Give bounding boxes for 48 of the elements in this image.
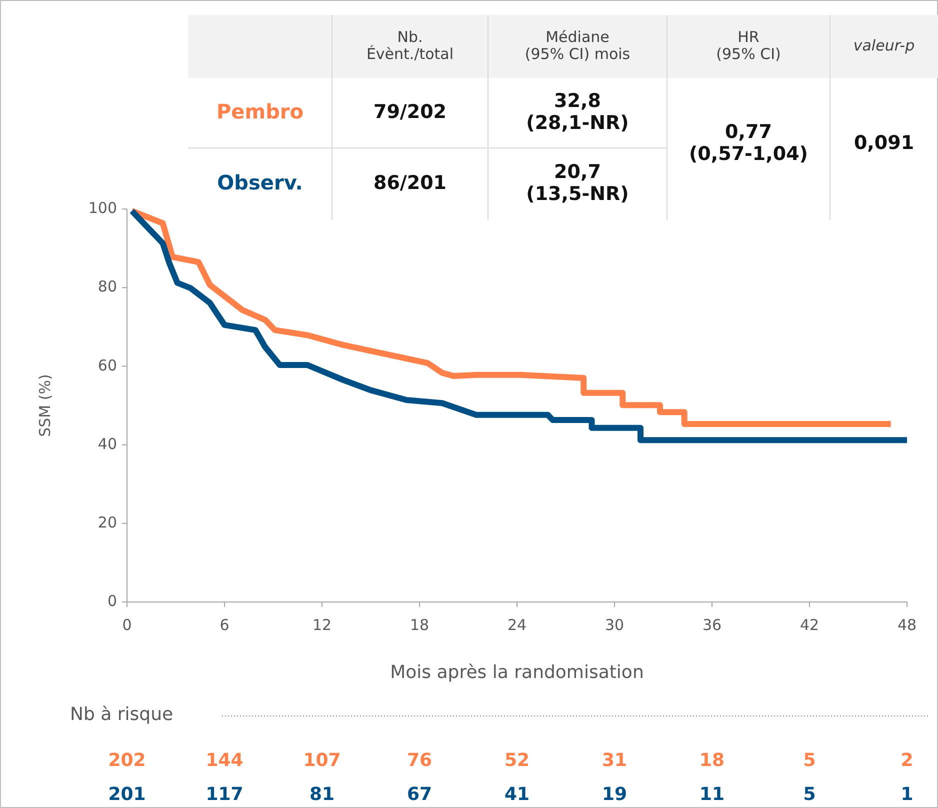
text: 117: [206, 784, 244, 805]
x-tick-label: 48: [897, 616, 917, 634]
text: 52: [504, 750, 530, 771]
text: 81: [309, 784, 335, 805]
text: 11: [699, 784, 725, 805]
text: 107: [303, 750, 341, 771]
x-tick-label: 0: [122, 616, 132, 634]
text: 144: [206, 750, 244, 771]
text: 67: [406, 784, 432, 805]
text: 5: [803, 750, 816, 771]
y-axis-title: SSM (%): [36, 374, 54, 437]
y-tick-label: 0: [107, 592, 117, 610]
y-tick-label: 20: [98, 513, 117, 532]
x-tick-label: 36: [702, 616, 722, 634]
text: 0,091: [854, 132, 914, 154]
text: 79/202: [373, 101, 447, 124]
x-tick-label: 24: [507, 616, 527, 634]
text: 18: [699, 750, 725, 771]
x-tick-label: 6: [220, 616, 230, 634]
y-tick-label: 60: [98, 356, 117, 374]
text: 20,7 (13,5-NR): [526, 161, 629, 206]
text: 31: [602, 750, 628, 771]
text: 19: [602, 784, 628, 805]
text: Observ.: [217, 170, 303, 194]
x-tick-label: 30: [604, 616, 624, 634]
x-axis-title: Mois après la randomisation: [390, 662, 644, 683]
text: 2: [900, 750, 914, 771]
text: 0,77 (0,57-1,04): [688, 121, 808, 166]
text: 202: [108, 750, 146, 771]
text: 76: [406, 750, 432, 771]
text: 41: [504, 784, 530, 805]
text: 86/201: [373, 172, 447, 194]
text: valeur-p: [853, 36, 915, 55]
text: Nb à risque: [70, 704, 174, 725]
text: 5: [803, 784, 816, 805]
text: 201: [108, 784, 146, 805]
text: Médiane (95% CI) mois: [524, 28, 630, 64]
x-tick-label: 18: [410, 616, 430, 634]
y-tick-label: 100: [88, 199, 117, 218]
y-tick-label: 80: [98, 278, 117, 296]
y-tick-label: 40: [98, 434, 117, 453]
text: Nb. Évènt./total: [366, 28, 454, 64]
x-tick-label: 42: [800, 616, 820, 634]
text: HR (95% CI): [716, 28, 781, 64]
text: 1: [900, 784, 914, 805]
text: Pembro: [216, 99, 304, 124]
text: 32,8 (28,1-NR): [526, 90, 629, 134]
x-tick-label: 12: [312, 616, 332, 634]
